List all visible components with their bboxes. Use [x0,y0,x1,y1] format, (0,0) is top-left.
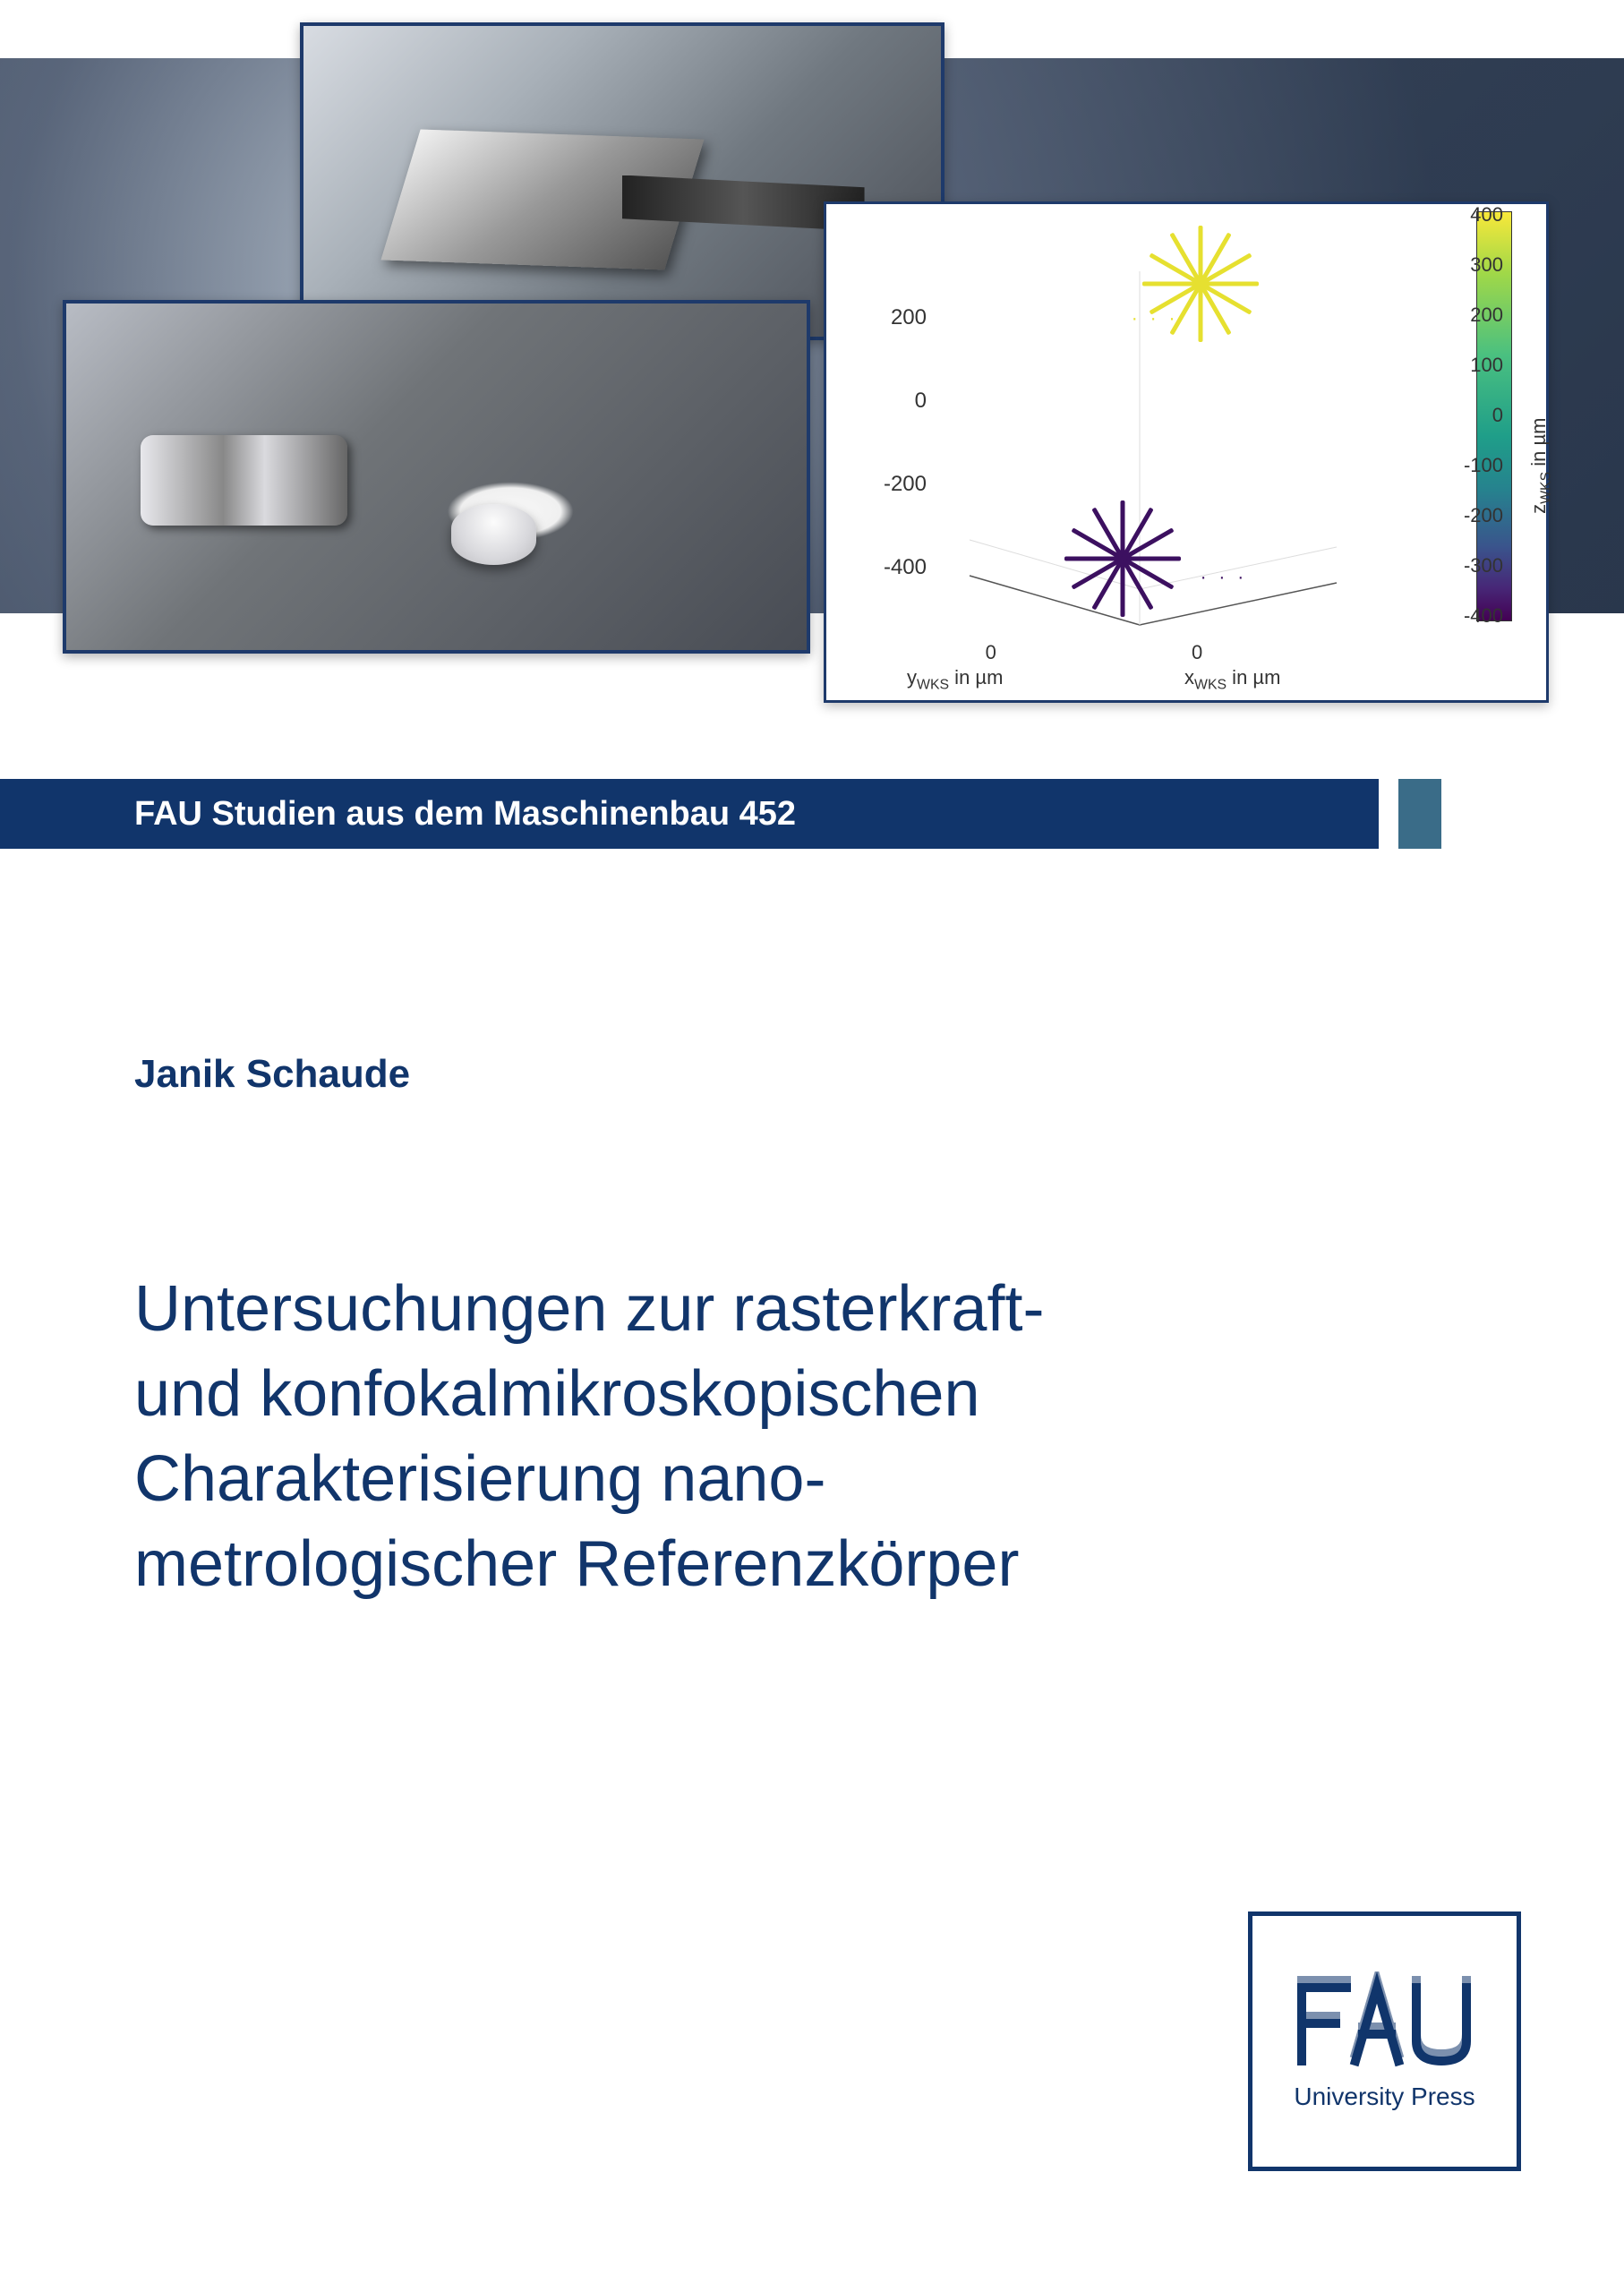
series-banner: FAU Studien aus dem Maschinenbau 452 [0,779,1379,849]
cb-tick: 300 [1470,253,1503,277]
cover-page: 200 0 -200 -400 · · · [0,0,1624,2292]
publisher-name: University Press [1294,2082,1474,2111]
title-line: und konfokalmikroskopischen [134,1358,980,1430]
colorbar-label: zWKS in µm [1527,417,1554,513]
chart-panel: 200 0 -200 -400 · · · [824,201,1549,703]
cb-tick: 0 [1492,404,1503,427]
dissertation-title: Untersuchungen zur rasterkraft- und konf… [134,1267,1316,1607]
publisher-logo: University Press [1248,1911,1521,2171]
series-text: FAU Studien aus dem Maschinenbau 452 [134,795,796,834]
x-left-tick: 0 [986,641,996,664]
cb-tick: 200 [1470,304,1503,327]
scatter-cluster-bottom [1064,500,1181,617]
cb-tick: -100 [1464,454,1503,477]
x-right-tick: 0 [1192,641,1202,664]
title-line: Charakterisierung nano- [134,1443,825,1515]
cb-tick: -200 [1464,504,1503,527]
scatter-dots: · · · [1132,309,1179,328]
x-axis-label: xWKS in µm [1184,666,1280,693]
cb-tick: 400 [1470,203,1503,227]
chart-plot-area: 200 0 -200 -400 · · · [934,218,1363,634]
cb-tick: -400 [1464,604,1503,628]
y-tick: 200 [891,305,927,330]
title-line: Untersuchungen zur rasterkraft- [134,1273,1044,1345]
y-tick: 0 [915,389,927,414]
title-line: metrologischer Referenzkörper [134,1528,1019,1600]
cb-tick: -300 [1464,554,1503,577]
fau-logo-mark [1291,1971,1479,2070]
series-banner-accent [1398,779,1441,849]
y-tick: -200 [884,472,927,497]
author-name: Janik Schaude [134,1052,410,1097]
y-axis-label: yWKS in µm [907,666,1003,693]
scatter-dots: · · · [1201,568,1248,586]
inset-photo-confocal-stage [63,300,810,654]
y-tick: -400 [884,555,927,580]
cb-tick: 100 [1470,354,1503,377]
